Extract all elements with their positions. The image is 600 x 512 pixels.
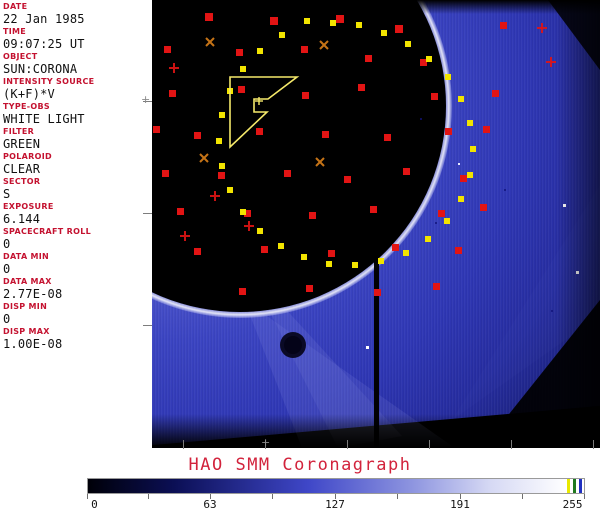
metadata-label: SECTOR (3, 177, 41, 186)
metadata-label: DATA MAX (3, 277, 52, 286)
axis-tick-left (143, 325, 152, 326)
metadata-row-data-min: DATA MIN 0 (3, 252, 152, 276)
metadata-value: 1.00E-08 (3, 337, 63, 351)
colorbar-tick (210, 494, 211, 499)
metadata-label: DISP MAX (3, 327, 50, 336)
metadata-label: FILTER (3, 127, 35, 136)
colorbar-label: 191 (450, 498, 470, 511)
colorbar-gradient (88, 479, 568, 493)
metadata-value: 6.144 (3, 212, 41, 226)
metadata-value: 22 Jan 1985 (3, 12, 85, 26)
metadata-value: GREEN (3, 137, 41, 151)
metadata-label: TIME (3, 27, 27, 36)
metadata-value: CLEAR (3, 162, 41, 176)
colorbar-minor-tick (272, 494, 274, 499)
metadata-row-disp-max: DISP MAX 1.00E-08 (3, 327, 152, 351)
axis-tick-bottom (511, 440, 512, 449)
metadata-value: (K+F)*V (3, 87, 55, 101)
colorbar-tick (460, 494, 461, 499)
polygon-center-cross (255, 97, 263, 105)
coronagraph-image[interactable] (152, 0, 600, 448)
metadata-value: 0 (3, 237, 11, 251)
axis-cross-bottom: + (261, 436, 271, 449)
metadata-row-object: OBJECT SUN:CORONA (3, 52, 152, 76)
colorbar-label: 0 (91, 498, 98, 511)
coronagraph-canvas (152, 0, 600, 448)
metadata-value: 0 (3, 312, 11, 326)
metadata-value: 09:07:25 UT (3, 37, 85, 51)
metadata-row-exposure: EXPOSURE 6.144 (3, 202, 152, 226)
metadata-row-type-obs: TYPE-OBS WHITE LIGHT (3, 102, 152, 126)
colorbar-minor-tick (522, 494, 524, 499)
axis-tick-bottom (347, 440, 348, 449)
colorbar-tick (335, 494, 336, 499)
metadata-value: 0 (3, 262, 11, 276)
colorbar-stripe-green (573, 479, 577, 493)
colorbar-label: 255 (562, 498, 583, 511)
axis-tick-left (143, 101, 152, 102)
axis-cross-left: + (141, 93, 151, 106)
axis-tick-bottom (593, 440, 594, 449)
colorbar-axis: 0 63 127 191 255 (87, 494, 585, 512)
colorbar-label: 63 (203, 498, 217, 511)
axis-tick-bottom (183, 440, 184, 449)
metadata-row-sector: SECTOR S (3, 177, 152, 201)
metadata-label: OBJECT (3, 52, 38, 61)
metadata-label: INTENSITY SOURCE (3, 77, 95, 86)
metadata-value: SUN:CORONA (3, 62, 78, 76)
metadata-value: WHITE LIGHT (3, 112, 85, 126)
metadata-row-time: TIME 09:07:25 UT (3, 27, 152, 51)
metadata-value: S (3, 187, 11, 201)
axis-tick-bottom (429, 440, 430, 449)
colorbar-label: 127 (325, 498, 345, 511)
metadata-row-filter: FILTER GREEN (3, 127, 152, 151)
metadata-label: DATE (3, 2, 28, 11)
metadata-label: TYPE-OBS (3, 102, 50, 111)
colorbar-stripe-yellow (567, 479, 571, 493)
metadata-label: DATA MIN (3, 252, 50, 261)
metadata-row-spacecraft-roll: SPACECRAFT ROLL 0 (3, 227, 152, 251)
colorbar[interactable] (87, 478, 585, 494)
metadata-value: 2.77E-08 (3, 287, 63, 301)
metadata-row-data-max: DATA MAX 2.77E-08 (3, 277, 152, 301)
metadata-row-intensity-source: INTENSITY SOURCE (K+F)*V (3, 77, 152, 101)
colorbar-minor-tick (148, 494, 150, 499)
page-title: HAO SMM Coronagraph (188, 455, 412, 475)
metadata-row-date: DATE 22 Jan 1985 (3, 2, 152, 26)
metadata-label: POLAROID (3, 152, 52, 161)
metadata-label: DISP MIN (3, 302, 48, 311)
colorbar-tick (87, 494, 88, 499)
colorbar-stripe-blue (578, 479, 582, 493)
colorbar-minor-tick (397, 494, 399, 499)
metadata-row-polaroid: POLAROID CLEAR (3, 152, 152, 176)
metadata-sidebar: DATE 22 Jan 1985 TIME 09:07:25 UT OBJECT… (0, 0, 152, 448)
colorbar-tick (584, 494, 585, 499)
metadata-label: SPACECRAFT ROLL (3, 227, 92, 236)
axis-tick-bottom (265, 440, 266, 449)
metadata-row-disp-min: DISP MIN 0 (3, 302, 152, 326)
metadata-label: EXPOSURE (3, 202, 54, 211)
axis-tick-left (143, 213, 152, 214)
